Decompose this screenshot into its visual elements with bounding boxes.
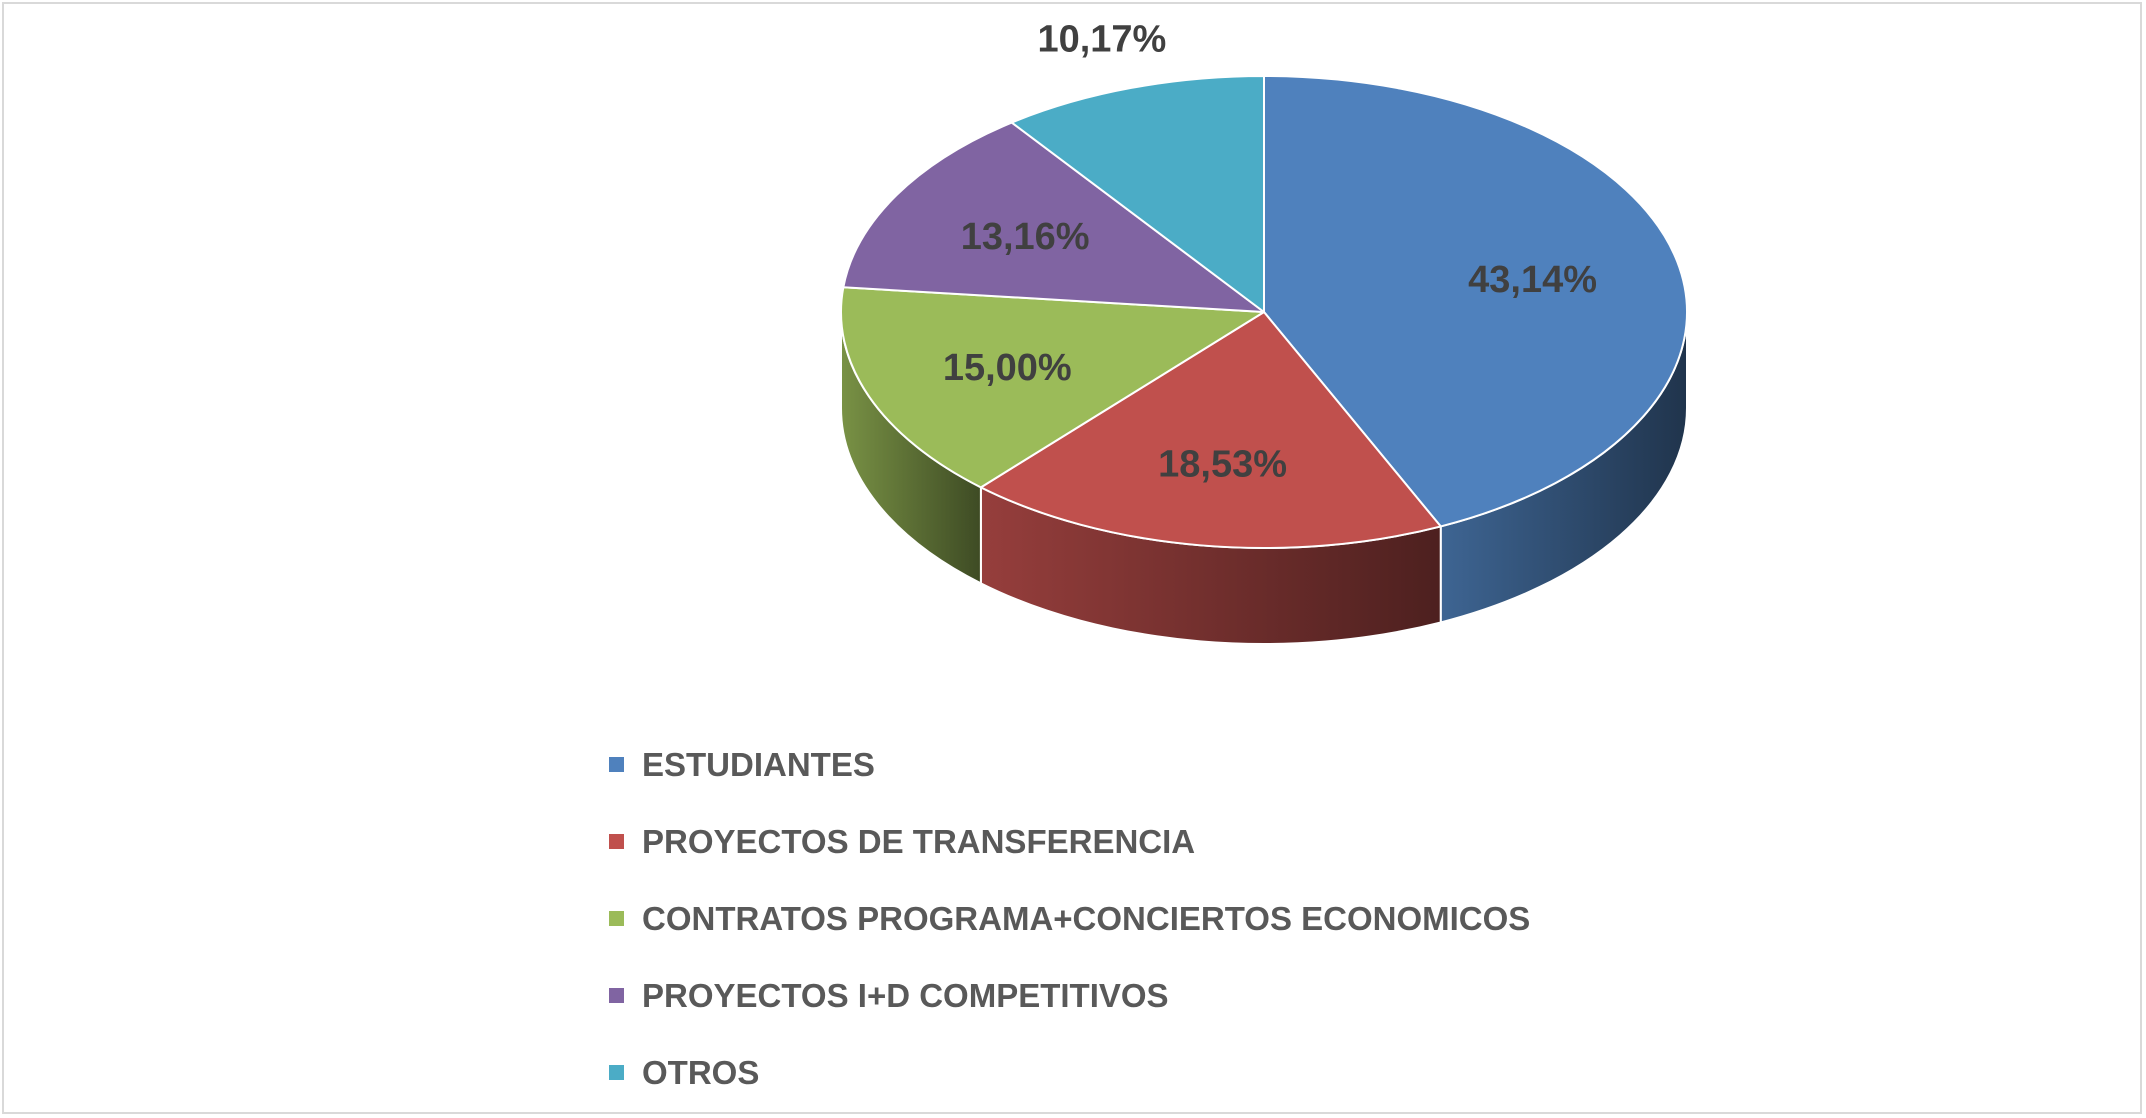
data-label-4: 10,17% [1037,19,1166,61]
data-label-3: 13,16% [961,216,1090,258]
pie-sides [840,311,1688,645]
legend-swatch [609,834,624,849]
pie-slice-2 [840,286,1265,489]
legend-label: PROYECTOS DE TRANSFERENCIA [642,822,1196,860]
legend-label: CONTRATOS PROGRAMA+CONCIERTOS ECONOMICOS [642,899,1531,937]
pie-slice-0 [1263,75,1688,528]
data-label-0: 43,14% [1468,259,1597,301]
legend-item: PROYECTOS DE TRANSFERENCIA [609,803,1530,880]
data-label-2: 15,00% [943,347,1072,389]
legend-item: ESTUDIANTES [609,726,1530,803]
legend-item: PROYECTOS I+D COMPETITIVOS [609,957,1530,1034]
pie-slice-3 [842,121,1265,313]
pie-slice-4 [1010,75,1265,313]
legend-item: OTROS [609,1034,1530,1111]
legend-item: CONTRATOS PROGRAMA+CONCIERTOS ECONOMICOS [609,880,1530,957]
legend-label: ESTUDIANTES [642,745,875,783]
chart-legend: ESTUDIANTES PROYECTOS DE TRANSFERENCIA CON… [609,726,1530,1111]
pie-tops [840,75,1688,549]
pie-slice-1 [979,311,1442,549]
pie-data-labels: 43,14% 18,53% 15,00% 13,16% 10,17% [943,19,1597,486]
legend-swatch [609,988,624,1003]
data-label-1: 18,53% [1158,444,1287,486]
legend-swatch [609,911,624,926]
legend-swatch [609,1065,624,1080]
pie-chart: 43,14% 18,53% 15,00% 13,16% 10,17% [840,19,1688,645]
legend-label: OTROS [642,1053,760,1091]
legend-label: PROYECTOS I+D COMPETITIVOS [642,976,1169,1014]
legend-swatch [609,757,624,772]
